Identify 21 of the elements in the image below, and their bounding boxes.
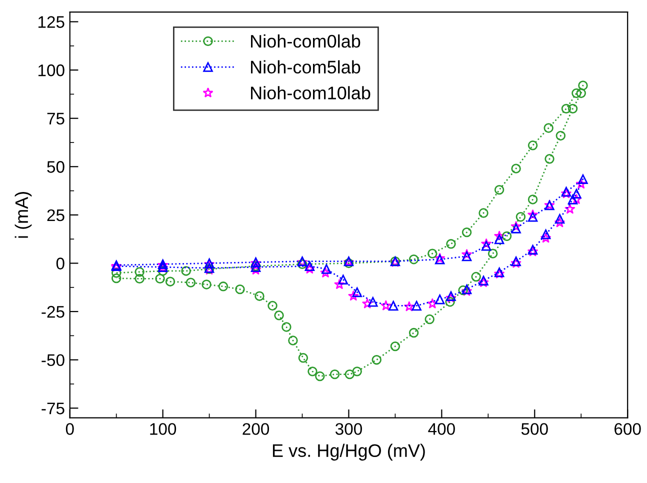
legend-label: Nioh-com5lab bbox=[251, 60, 360, 74]
x-tick-label: 0 bbox=[66, 423, 74, 435]
y-tick-label: 50 bbox=[47, 161, 64, 173]
x-axis-title: E vs. Hg/HgO (mV) bbox=[272, 444, 425, 461]
y-tick-label: -25 bbox=[42, 306, 64, 318]
y-tick-label: 125 bbox=[38, 16, 64, 28]
y-tick-label: 25 bbox=[47, 209, 64, 222]
y-tick-label: -75 bbox=[42, 402, 64, 414]
y-tick-label: 0 bbox=[56, 258, 64, 270]
y-tick-label: -50 bbox=[42, 354, 64, 366]
y-tick-label: 100 bbox=[38, 64, 64, 76]
x-tick-label: 400 bbox=[428, 423, 455, 435]
x-tick-label: 200 bbox=[242, 423, 270, 435]
x-tick-label: 100 bbox=[150, 423, 176, 435]
x-tick-label: 600 bbox=[614, 423, 641, 435]
legend-label: Nioh-com10lab bbox=[251, 86, 370, 100]
y-tick-label: 75 bbox=[47, 112, 64, 125]
x-tick-label: 500 bbox=[521, 423, 548, 435]
legend-label: Nioh-com0lab bbox=[251, 34, 360, 48]
y-axis-title: i (mA) bbox=[14, 192, 32, 238]
x-tick-label: 300 bbox=[335, 423, 362, 435]
